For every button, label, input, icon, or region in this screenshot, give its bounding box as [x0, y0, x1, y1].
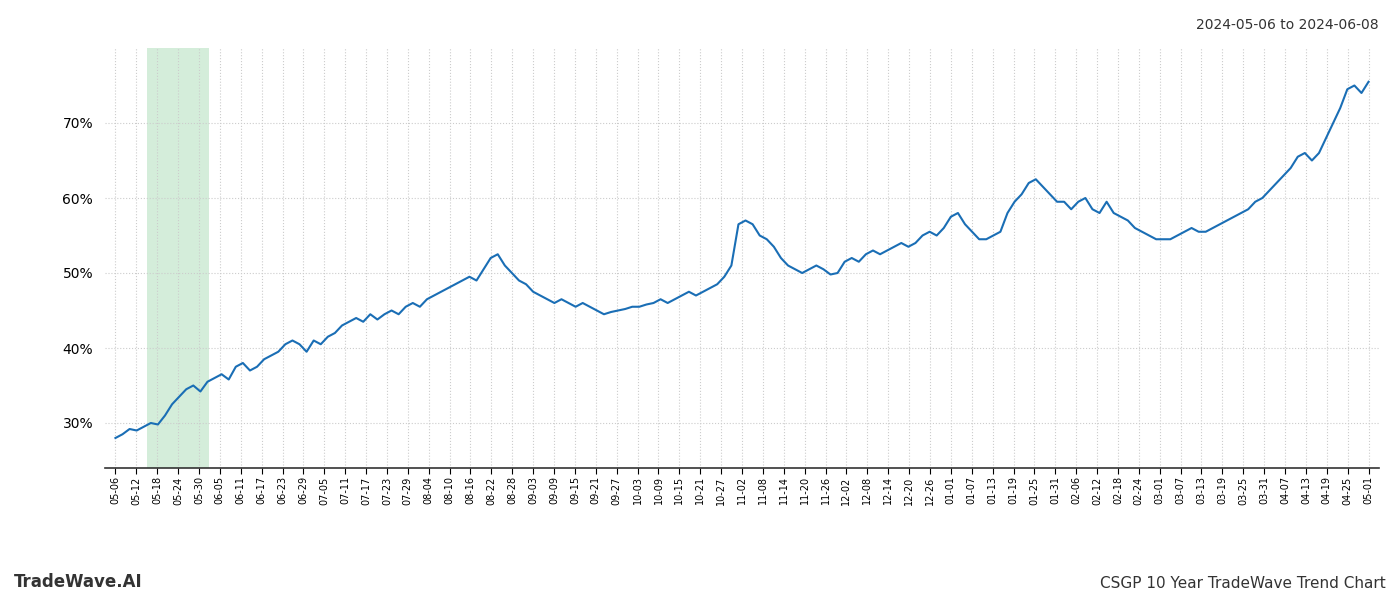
Text: TradeWave.AI: TradeWave.AI — [14, 573, 143, 591]
Bar — [147, 48, 210, 468]
Text: 2024-05-06 to 2024-06-08: 2024-05-06 to 2024-06-08 — [1197, 18, 1379, 32]
Text: CSGP 10 Year TradeWave Trend Chart: CSGP 10 Year TradeWave Trend Chart — [1100, 576, 1386, 591]
